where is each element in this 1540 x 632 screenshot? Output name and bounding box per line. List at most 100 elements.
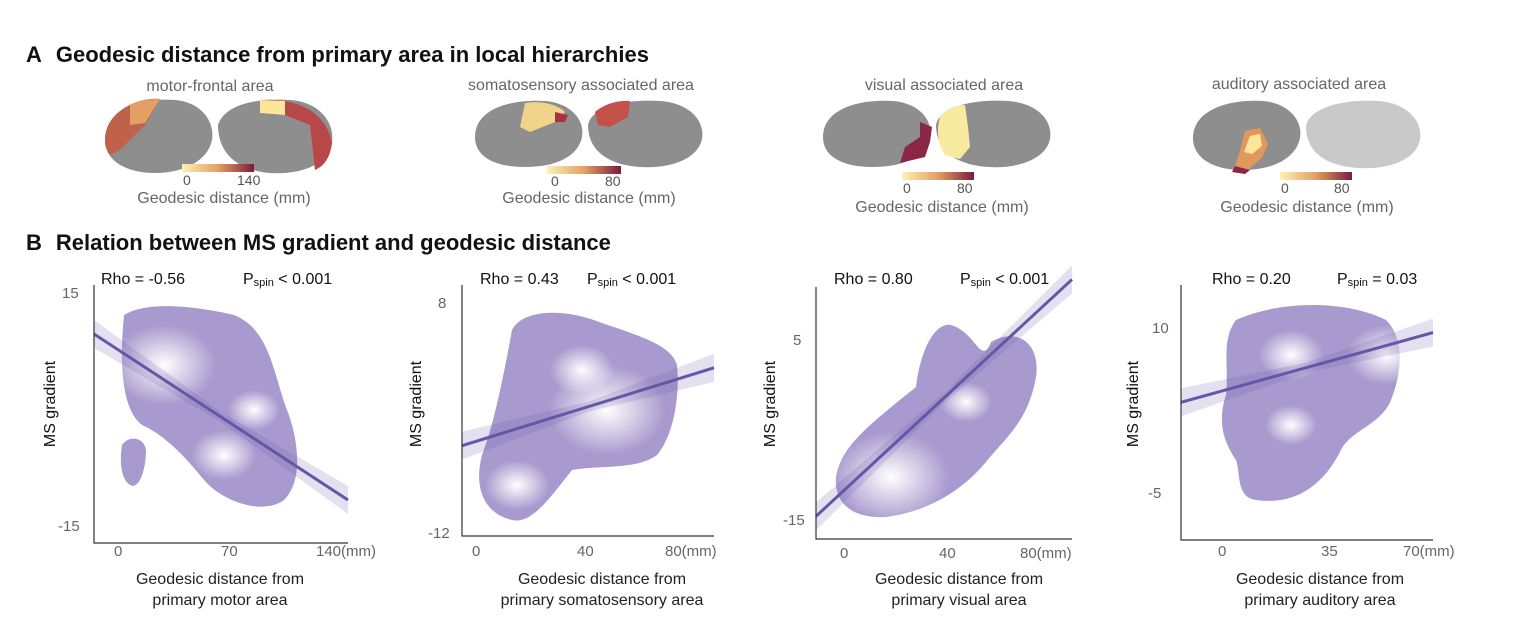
p-value-label: Pspin < 0.001 xyxy=(243,271,332,289)
x-axis-label-line2: primary visual area xyxy=(891,592,1027,609)
x-axis-label-line1: Geodesic distance from xyxy=(135,571,305,588)
regression-line xyxy=(814,278,1074,518)
x-axis-label: Geodesic distance from primary auditory a… xyxy=(1170,569,1470,611)
x-tick-label: 40 xyxy=(577,543,594,560)
cbar-min-motor: 0 xyxy=(183,172,191,188)
p-value: < 0.001 xyxy=(617,271,677,288)
x-axis-label-line1: Geodesic distance from xyxy=(1235,571,1405,588)
cbar-min-auditory: 0 xyxy=(1281,180,1289,196)
y-tick-bottom: -12 xyxy=(428,525,450,542)
p-subscript: spin xyxy=(1347,277,1368,289)
scatter-plot-4 xyxy=(1180,285,1434,541)
x-axis-label-line1: Geodesic distance from xyxy=(874,571,1044,588)
axes xyxy=(1180,285,1433,541)
x-tick-label: 70(mm) xyxy=(1403,543,1455,560)
p-subscript: spin xyxy=(597,277,618,289)
cbar-max-motor: 140 xyxy=(237,172,261,188)
brain-image-visual xyxy=(823,100,1051,168)
cbar-min-visual: 0 xyxy=(903,180,911,196)
y-tick-bottom: -5 xyxy=(1148,485,1162,502)
x-tick-label: 35 xyxy=(1321,543,1338,560)
colorbar-auditory xyxy=(1280,172,1352,180)
cbar-caption-auditory: Geodesic distance (mm) xyxy=(1220,199,1394,216)
x-tick-label: 140(mm) xyxy=(316,543,377,560)
density-peak xyxy=(484,460,550,510)
brain-label-auditory: auditory associated area xyxy=(1211,76,1387,93)
cbar-min-somatosensory: 0 xyxy=(551,173,559,189)
y-tick-bottom: -15 xyxy=(783,512,805,529)
y-tick-top: 5 xyxy=(793,332,802,349)
brain-label-somatosensory: somatosensory associated area xyxy=(468,77,694,94)
p-value: < 0.001 xyxy=(273,271,333,288)
x-axis-label: Geodesic distance from primary somatosens… xyxy=(452,569,752,611)
brain-image-motor xyxy=(105,98,333,174)
p-subscript: spin xyxy=(253,277,274,289)
cbar-caption-visual: Geodesic distance (mm) xyxy=(855,199,1029,216)
x-axis-label-line2: primary somatosensory area xyxy=(500,592,704,609)
brain-image-auditory xyxy=(1193,100,1421,174)
p-value: = 0.03 xyxy=(1367,271,1418,288)
regression-line xyxy=(1180,331,1434,404)
y-axis-label: MS gradient xyxy=(42,360,60,448)
x-axis-label-line2: primary motor area xyxy=(152,592,288,609)
axes xyxy=(815,287,1072,540)
scatter-plot-3 xyxy=(814,265,1074,540)
rho-label: Rho = -0.56 xyxy=(101,271,186,288)
p-symbol: P xyxy=(587,271,598,288)
panel-b-title-text: Relation between MS gradient and geodesi… xyxy=(55,230,611,255)
y-axis-label: MS gradient xyxy=(1125,360,1143,448)
x-tick-label: 0 xyxy=(114,543,123,560)
x-axis-label-line2: primary auditory area xyxy=(1244,592,1396,609)
x-tick-label: 40 xyxy=(939,545,956,562)
p-value-label: Pspin < 0.001 xyxy=(587,271,676,289)
density-peak xyxy=(228,390,280,430)
y-tick-bottom: -15 xyxy=(58,518,80,535)
density-peak xyxy=(832,432,950,522)
x-axis-label: Geodesic distance from primary motor area xyxy=(70,569,370,611)
x-tick-label: 0 xyxy=(472,543,481,560)
density-peak xyxy=(191,430,257,480)
density-peak xyxy=(940,382,992,422)
density-peak xyxy=(112,325,216,405)
cbar-max-visual: 80 xyxy=(957,180,973,196)
density-region xyxy=(120,438,146,486)
rho-label: Rho = 0.80 xyxy=(834,271,913,288)
y-axis-label: MS gradient xyxy=(408,360,426,448)
panel-a-title-text: Geodesic distance from primary area in l… xyxy=(55,42,649,67)
panel-b-letter: B xyxy=(26,230,42,255)
colorbar-motor xyxy=(182,164,254,172)
p-value-label: Pspin < 0.001 xyxy=(960,271,1049,289)
brain-label-visual: visual associated area xyxy=(864,77,1024,94)
x-tick-label: 80(mm) xyxy=(1020,545,1072,562)
brain-image-somatosensory xyxy=(475,100,703,168)
y-tick-top: 10 xyxy=(1152,320,1169,337)
x-tick-label: 70 xyxy=(221,543,238,560)
brain-label-motor: motor-frontal area xyxy=(146,78,274,95)
x-axis-label: Geodesic distance from primary visual are… xyxy=(809,569,1109,611)
axes xyxy=(93,285,348,544)
y-axis-label: MS gradient xyxy=(762,360,780,448)
y-tick-top: 15 xyxy=(62,285,79,302)
scatter-plot-2 xyxy=(461,285,715,537)
panel-b-title: B Relation between MS gradient and geodes… xyxy=(26,230,611,256)
x-tick-label: 0 xyxy=(1218,543,1227,560)
cbar-max-auditory: 80 xyxy=(1334,180,1350,196)
panel-a-letter: A xyxy=(26,42,42,67)
density-peak xyxy=(1265,405,1317,445)
density-peak xyxy=(549,345,615,395)
panel-a-title: A Geodesic distance from primary area in … xyxy=(26,42,649,68)
p-value: < 0.001 xyxy=(990,271,1050,288)
cbar-caption-motor: Geodesic distance (mm) xyxy=(137,190,311,207)
colorbar-visual xyxy=(902,172,974,180)
rho-label: Rho = 0.20 xyxy=(1212,271,1291,288)
scatter-plot-1 xyxy=(93,285,349,544)
p-symbol: P xyxy=(960,271,971,288)
x-tick-label: 0 xyxy=(840,545,849,562)
x-axis-label-line1: Geodesic distance from xyxy=(517,571,687,588)
colorbar-somatosensory xyxy=(547,166,621,174)
rho-label: Rho = 0.43 xyxy=(480,271,559,288)
regression-line xyxy=(93,332,349,502)
p-subscript: spin xyxy=(970,277,991,289)
cbar-max-somatosensory: 80 xyxy=(605,173,621,189)
p-symbol: P xyxy=(243,271,254,288)
